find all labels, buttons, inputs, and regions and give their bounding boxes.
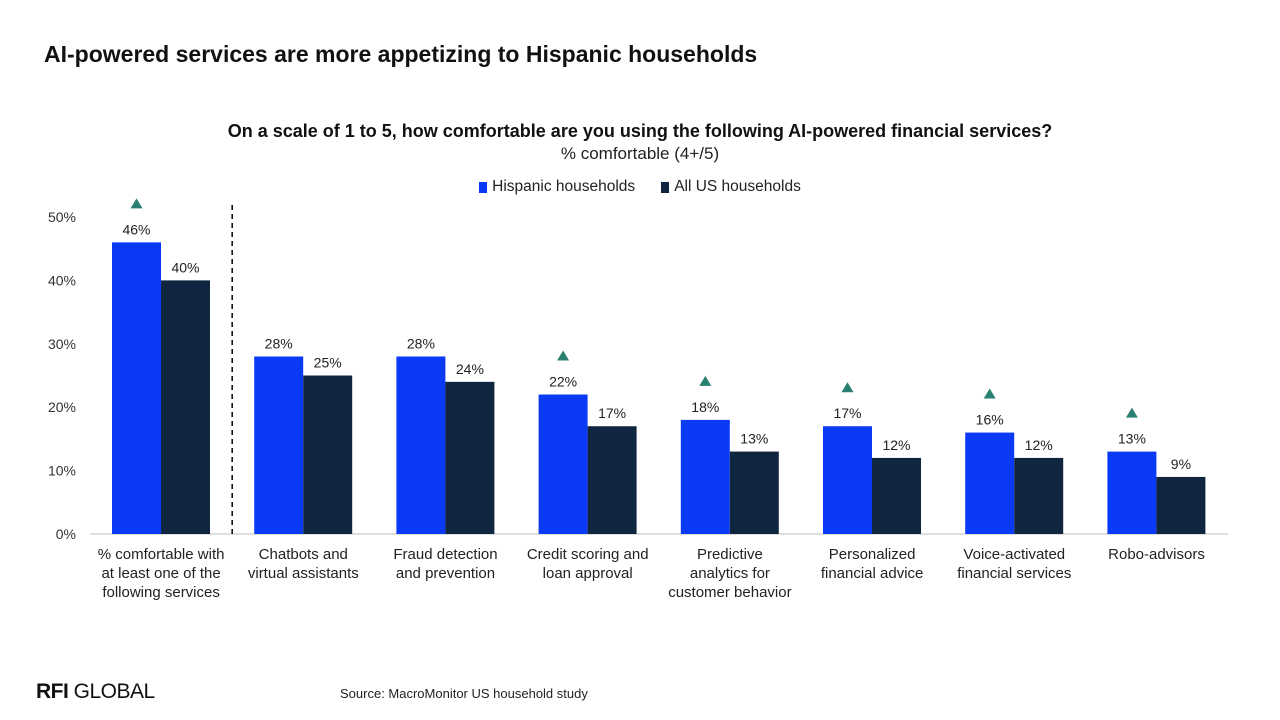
bar-hispanic (680, 419, 730, 534)
significance-marker-icon (557, 350, 570, 361)
x-category-label: Personalized financial advice (821, 546, 924, 582)
x-category-label-line: Credit scoring and (527, 546, 649, 563)
y-tick-label: 40% (48, 272, 76, 288)
chart-title: On a scale of 1 to 5, how comfortable ar… (227, 121, 1053, 141)
data-label-all-us: 9% (1171, 456, 1191, 472)
bar-all-us (1156, 476, 1206, 534)
data-label-all-us: 24% (456, 361, 484, 377)
x-category-label-line: Predictive (697, 546, 763, 563)
y-tick-label: 50% (48, 209, 76, 225)
x-category-label-line: following services (102, 584, 220, 601)
x-category-label: Predictive analytics for customer behavior (668, 546, 791, 601)
significance-marker-icon (983, 388, 996, 399)
legend-swatch-hispanic (479, 181, 488, 193)
data-label-all-us: 17% (598, 405, 626, 421)
rfi-global-logo: RFI GLOBAL (36, 680, 155, 704)
data-label-all-us: 25% (314, 355, 342, 371)
x-category-label-line: financial services (957, 565, 1071, 582)
bar-hispanic (823, 426, 872, 534)
data-label-hispanic: 22% (549, 374, 577, 390)
legend-item-all-us: All US households (661, 178, 801, 196)
bar-hispanic (965, 432, 1015, 534)
chart-subtitle: % comfortable (4+/5) (560, 144, 720, 163)
data-label-all-us: 12% (882, 437, 910, 453)
bar-all-us (1014, 457, 1064, 534)
bar-hispanic (396, 356, 446, 534)
data-label-hispanic: 28% (407, 335, 435, 351)
bar-all-us (729, 451, 779, 534)
bar-all-us (445, 381, 495, 534)
data-label-hispanic: 18% (691, 399, 719, 415)
bar-hispanic (254, 356, 304, 534)
x-category-label-line: customer behavior (668, 584, 791, 601)
x-category-label-line: Chatbots and (259, 546, 348, 563)
significance-marker-icon (1125, 407, 1138, 418)
x-category-label-line: financial advice (821, 565, 924, 582)
data-label-hispanic: 46% (122, 221, 150, 237)
y-tick-label: 0% (56, 526, 76, 542)
bar-hispanic (1107, 451, 1157, 534)
x-category-label: Credit scoring and loan approval (527, 546, 649, 582)
source-note: Source: MacroMonitor US household study (340, 686, 588, 701)
x-category-label-line: virtual assistants (248, 565, 359, 582)
x-category-label-line: at least one of the (101, 565, 220, 582)
data-label-hispanic: 13% (1118, 431, 1146, 447)
bar-all-us (161, 280, 210, 534)
legend-label-hispanic: Hispanic households (492, 178, 636, 195)
x-category-label-line: analytics for (690, 565, 770, 582)
significance-marker-icon (841, 382, 854, 393)
y-tick-label: 10% (48, 463, 76, 479)
bar-all-us (303, 375, 353, 534)
bar-hispanic (112, 242, 161, 535)
x-category-label: % comfortable with at least one of the fol… (98, 546, 225, 601)
data-label-hispanic: 28% (265, 335, 293, 351)
x-category-label-line: Voice-activated (963, 546, 1065, 563)
legend-label-all-us: All US households (674, 178, 801, 195)
significance-marker-icon (699, 375, 712, 386)
x-category-label-line: Personalized (829, 546, 916, 563)
logo-global: GLOBAL (73, 680, 156, 703)
data-label-all-us: 13% (740, 431, 768, 447)
logo-rfi: RFI (36, 680, 69, 703)
x-category-label-line: % comfortable with (98, 546, 225, 563)
legend-item-hispanic: Hispanic households (479, 178, 635, 196)
data-label-hispanic: 17% (833, 405, 861, 421)
x-category-label: Chatbots and virtual assistants (248, 546, 359, 582)
bar-all-us (587, 426, 637, 534)
significance-marker-icon (130, 198, 143, 209)
bar-hispanic (538, 394, 588, 534)
chart-legend: Hispanic households All US households (0, 178, 1280, 196)
x-category-label-line: Fraud detection (393, 546, 497, 563)
bar-all-us (872, 457, 921, 534)
data-label-hispanic: 16% (976, 412, 1004, 428)
data-label-all-us: 40% (171, 259, 199, 275)
page-title: AI-powered services are more appetizing … (44, 41, 758, 67)
x-category-label: Robo-advisors (1108, 546, 1205, 563)
legend-swatch-all-us (661, 181, 670, 193)
y-tick-label: 20% (48, 399, 76, 415)
x-category-label: Fraud detection and prevention (393, 546, 497, 582)
x-category-label: Voice-activated financial services (957, 546, 1071, 582)
data-label-all-us: 12% (1025, 437, 1053, 453)
x-category-label-line: loan approval (543, 565, 633, 582)
x-category-label-line: Robo-advisors (1108, 546, 1205, 563)
y-tick-label: 30% (48, 336, 76, 352)
x-category-label-line: and prevention (396, 565, 495, 582)
